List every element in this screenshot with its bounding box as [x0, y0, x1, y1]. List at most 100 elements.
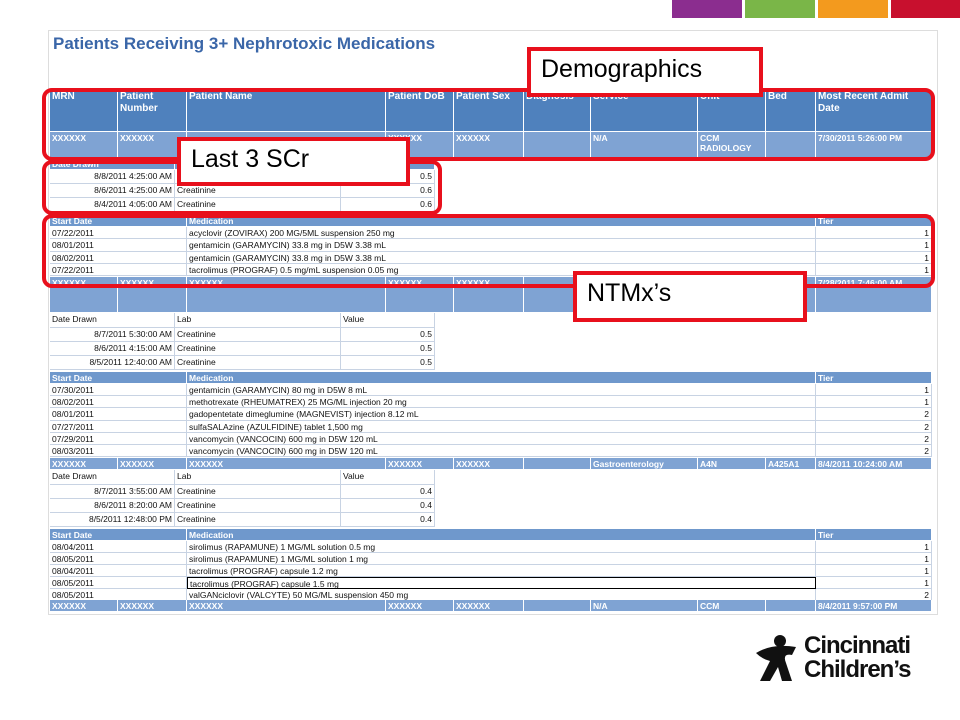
demographic-cell: 8/4/2011 10:24:00 AM [816, 458, 932, 470]
med-cell: 08/01/2011 [50, 239, 187, 252]
med-cell: 1 [816, 541, 932, 553]
med-cell: 08/05/2011 [50, 577, 187, 589]
lab-cell: 8/6/2011 8:20:00 AM [50, 499, 175, 513]
lab-cell: 8/6/2011 4:25:00 AM [50, 184, 175, 198]
med-header: Tier [816, 529, 932, 541]
med-cell: sirolimus (RAPAMUNE) 1 MG/ML solution 0.… [187, 541, 816, 553]
demographic-cell: 7/30/2011 5:26:00 PM [816, 132, 932, 158]
lab-cell: 8/8/2011 4:25:00 AM [50, 170, 175, 184]
lab-cell: 0.5 [341, 356, 435, 370]
lab-cell: Creatinine [175, 356, 341, 370]
lab-cell: 0.4 [341, 485, 435, 499]
med-cell: 08/04/2011 [50, 565, 187, 577]
column-header: Bed [766, 90, 816, 132]
med-cell: 07/29/2011 [50, 432, 187, 445]
lab-cell: Creatinine [175, 328, 341, 342]
med-header: Medication [187, 215, 816, 227]
med-cell: 07/22/2011 [50, 227, 187, 240]
demographic-cell: XXXXXX [454, 458, 524, 470]
med-cell: 07/30/2011 [50, 384, 187, 397]
med-cell: 1 [816, 553, 932, 565]
med-cell: vancomycin (VANCOCIN) 600 mg in D5W 120 … [187, 432, 816, 445]
lab-header: Value [341, 313, 435, 328]
med-cell: 08/04/2011 [50, 541, 187, 553]
report-title: Patients Receiving 3+ Nephrotoxic Medica… [53, 34, 436, 53]
demographic-cell: XXXXXX [386, 458, 454, 470]
demographic-cell: XXXXXX [118, 600, 187, 612]
lab-cell: 0.6 [341, 184, 435, 198]
demographic-cell: A4N [698, 458, 766, 470]
column-header: MRN [50, 90, 118, 132]
lab-header: Lab [175, 470, 341, 485]
med-cell: acyclovir (ZOVIRAX) 200 MG/5ML suspensio… [187, 227, 816, 240]
lab-cell: 0.4 [341, 499, 435, 513]
callout-label: Last 3 SCr [177, 137, 410, 186]
med-cell: vancomycin (VANCOCIN) 600 mg in D5W 120 … [187, 445, 816, 458]
demographic-cell: XXXXXX [50, 600, 118, 612]
logo-text: Children’s [804, 656, 911, 683]
lab-cell: 0.5 [341, 342, 435, 356]
med-cell: 2 [816, 420, 932, 433]
med-cell: tacrolimus (PROGRAF) capsule 1.5 mg [187, 577, 816, 589]
med-cell: 08/01/2011 [50, 408, 187, 421]
demographic-cell: XXXXXX [187, 277, 386, 313]
demographic-cell: Gastroenterology [591, 458, 698, 470]
lab-cell: Creatinine [175, 184, 341, 198]
med-cell: tacrolimus (PROGRAF) capsule 1.2 mg [187, 565, 816, 577]
lab-cell: 8/5/2011 12:40:00 AM [50, 356, 175, 370]
lab-cell: 8/5/2011 12:48:00 PM [50, 513, 175, 527]
demographic-cell: XXXXXX [454, 600, 524, 612]
callout-ring [42, 88, 935, 161]
demographic-cell: XXXXXX [386, 600, 454, 612]
lab-cell: 0.4 [341, 513, 435, 527]
column-header: Patient Sex [454, 90, 524, 132]
med-cell: 08/03/2011 [50, 445, 187, 458]
demographic-cell: 7/28/2011 7:46:00 AM [816, 277, 932, 313]
lab-cell: Creatinine [175, 342, 341, 356]
med-cell: gadopentetate dimeglumine (MAGNEVIST) in… [187, 408, 816, 421]
med-cell: 07/27/2011 [50, 420, 187, 433]
med-header: Start Date [50, 529, 187, 541]
med-header: Medication [187, 529, 816, 541]
med-cell: 1 [816, 565, 932, 577]
med-cell: 08/02/2011 [50, 251, 187, 264]
lab-header: Lab [175, 313, 341, 328]
med-cell: 1 [816, 384, 932, 397]
demographic-cell [524, 458, 591, 470]
column-header: Patient DoB [386, 90, 454, 132]
lab-cell: 8/7/2011 3:55:00 AM [50, 485, 175, 499]
demographic-cell: 8/4/2011 9:57:00 PM [816, 600, 932, 612]
demographic-cell: XXXXXX [50, 458, 118, 470]
color-bar [745, 0, 815, 18]
med-cell: sulfaSALAzine (AZULFIDINE) tablet 1,500 … [187, 420, 816, 433]
demographic-cell: XXXXXX [50, 277, 118, 313]
lab-cell: Creatinine [175, 513, 341, 527]
column-header: Patient Number [118, 90, 187, 132]
demographic-cell: XXXXXX [386, 277, 454, 313]
demographic-cell [524, 132, 591, 158]
demographic-cell: N/A [591, 600, 698, 612]
lab-cell: 8/7/2011 5:30:00 AM [50, 328, 175, 342]
lab-cell: Creatinine [175, 499, 341, 513]
demographic-cell [766, 600, 816, 612]
med-cell: 1 [816, 577, 932, 589]
callout-label: Demographics [527, 47, 763, 97]
med-cell: 2 [816, 408, 932, 421]
med-cell: gentamicin (GARAMYCIN) 33.8 mg in D5W 3.… [187, 251, 816, 264]
demographic-cell: CCM RADIOLOGY [698, 132, 766, 158]
med-cell: tacrolimus (PROGRAF) 0.5 mg/mL suspensio… [187, 263, 816, 277]
color-bar [891, 0, 960, 18]
med-cell: 2 [816, 432, 932, 445]
demographic-cell: XXXXXX [187, 458, 386, 470]
demographic-cell: XXXXXX [187, 600, 386, 612]
logo-text: Cincinnati [804, 632, 911, 659]
logo-icon [756, 635, 796, 681]
demographic-cell: XXXXXX [454, 277, 524, 313]
demographic-cell: A425A1 [766, 458, 816, 470]
demographic-cell: CCM [698, 600, 766, 612]
demographic-cell: XXXXXX [118, 277, 187, 313]
lab-header: Date Drawn [50, 313, 175, 328]
demographic-cell: XXXXXX [118, 458, 187, 470]
med-header: Medication [187, 372, 816, 384]
lab-header: Value [341, 470, 435, 485]
